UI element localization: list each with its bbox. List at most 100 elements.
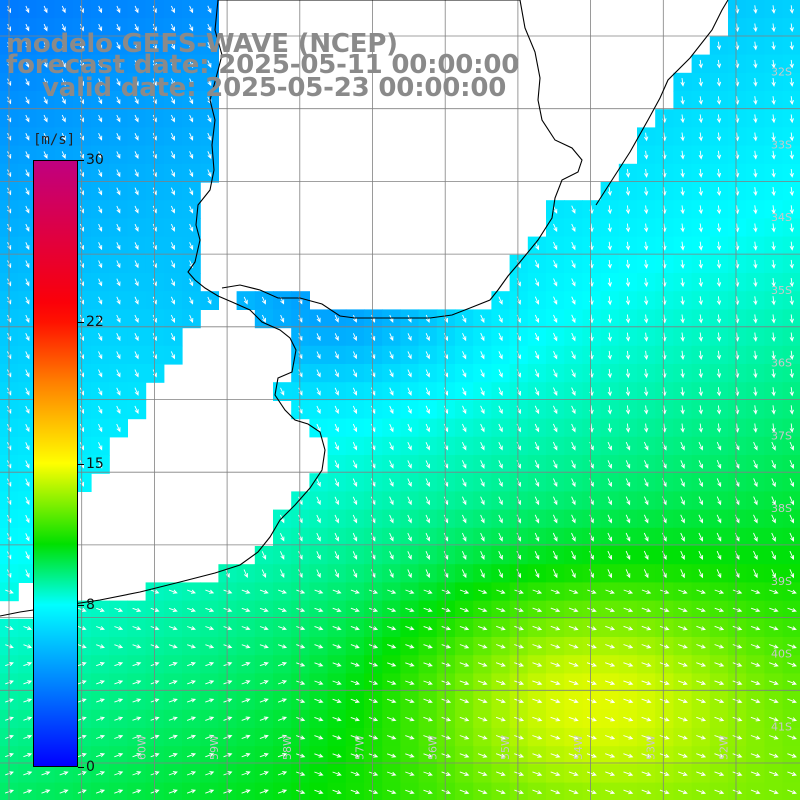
valid-date: valid date: 2025-05-23 00:00:00 (42, 73, 507, 103)
wind-arrow (498, 551, 503, 560)
wind-arrow (389, 460, 394, 469)
wind-arrow (716, 296, 722, 306)
wind-arrow (189, 114, 194, 123)
wind-arrow (789, 114, 794, 124)
wind-arrow (605, 607, 615, 613)
wind-arrow (425, 351, 430, 360)
wind-arrow (625, 496, 631, 506)
wind-arrow (316, 496, 321, 506)
wind-arrow (170, 351, 176, 360)
wind-arrow (23, 771, 33, 776)
wind-arrow (753, 387, 758, 397)
wind-arrow (25, 296, 30, 305)
wind-arrow (753, 114, 758, 124)
wind-arrow (534, 351, 540, 360)
wind-arrow (189, 151, 194, 160)
wind-arrow (278, 626, 287, 631)
wind-arrow (259, 644, 269, 649)
wind-arrow (771, 387, 776, 397)
wind-cell (564, 782, 583, 800)
wind-arrow (753, 550, 758, 561)
wind-arrow (170, 114, 175, 123)
wind-arrow (495, 662, 506, 667)
wind-arrow (334, 315, 339, 323)
wind-arrow (605, 698, 616, 704)
wind-arrow (241, 752, 251, 758)
wind-arrow (498, 514, 503, 524)
wind-arrow (550, 625, 561, 631)
wind-arrow (189, 242, 194, 251)
wind-arrow (134, 205, 139, 214)
wind-arrow (716, 569, 722, 579)
wind-arrow (368, 589, 379, 594)
wind-arrow (334, 532, 339, 542)
wind-arrow (334, 460, 339, 469)
wind-arrow (116, 42, 121, 50)
wind-arrow (334, 478, 339, 487)
wind-arrow (241, 680, 251, 685)
wind-cell (691, 782, 711, 800)
wind-arrow (441, 589, 451, 594)
wind-arrow (498, 332, 503, 342)
wind-arrow (680, 569, 685, 579)
wind-arrow (552, 514, 558, 524)
wind-arrow (459, 716, 470, 722)
wind-arrow (189, 205, 194, 214)
wind-arrow (625, 205, 631, 215)
wind-arrow (771, 569, 776, 579)
wind-arrow (189, 187, 194, 196)
wind-arrow (423, 753, 433, 758)
wind-arrow (789, 241, 794, 251)
wind-arrow (25, 514, 30, 524)
wind-arrow (25, 369, 30, 378)
wind-arrow (605, 644, 616, 649)
wind-arrow (134, 151, 139, 160)
wind-arrow (659, 716, 670, 722)
wind-arrow (623, 662, 634, 667)
wind-arrow (168, 589, 178, 594)
wind-arrow (605, 771, 616, 776)
wind-arrow (550, 753, 561, 758)
wind-arrow (716, 550, 722, 561)
wind-arrow (316, 514, 321, 524)
wind-arrow (459, 735, 470, 740)
wind-arrow (769, 607, 779, 613)
wind-arrow (241, 589, 251, 594)
wind-cell (418, 782, 438, 800)
wind-arrow (552, 532, 558, 542)
wind-arrow (461, 532, 467, 542)
wind-arrow (296, 716, 306, 722)
wind-arrow (771, 332, 776, 342)
wind-arrow (714, 753, 725, 758)
wind-arrow (116, 333, 121, 342)
wind-arrow (132, 771, 142, 776)
wind-arrow (134, 223, 139, 232)
wind-arrow (680, 168, 685, 178)
wind-arrow (716, 132, 722, 142)
wind-arrow (714, 789, 725, 795)
wind-arrow (43, 5, 48, 14)
wind-arrow (787, 789, 797, 795)
wind-arrow (789, 59, 794, 69)
wind-arrow (168, 662, 178, 667)
wind-arrow (787, 662, 797, 667)
wind-arrow (116, 278, 121, 287)
wind-arrow (698, 441, 703, 451)
longitude-label: 54W (572, 735, 585, 760)
wind-arrow (259, 752, 269, 758)
wind-arrow (696, 789, 707, 795)
wind-arrow (25, 533, 30, 542)
latitude-label: 39S (771, 575, 792, 588)
wind-arrow (514, 735, 525, 740)
wind-arrow (189, 223, 194, 232)
wind-arrow (641, 698, 652, 704)
wind-arrow (643, 460, 649, 469)
wind-arrow (25, 424, 30, 433)
wind-arrow (550, 662, 561, 667)
wind-arrow (25, 351, 30, 360)
wind-arrow (352, 442, 358, 451)
colorbar-tick-label: 30 (86, 152, 104, 168)
wind-arrow (625, 405, 631, 415)
wind-arrow (170, 23, 175, 32)
wind-arrow (789, 314, 794, 324)
